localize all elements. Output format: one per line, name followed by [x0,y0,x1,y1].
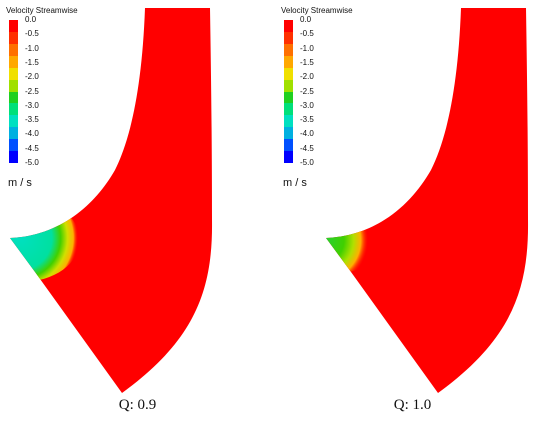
colorbar-tick-label: -3.0 [25,100,39,110]
colorbar-title: Velocity Streamwise [281,6,353,15]
colorbar-swatch [9,139,18,152]
contour-panel-q09: Velocity Streamwise m / s Q: 0.9 0.0 -0.5… [6,6,213,413]
reverse-flow-region [326,206,383,274]
colorbar-tick-label: -1.0 [25,43,39,53]
colorbar-tick-label: -1.0 [300,43,314,53]
flow-domain [10,8,213,393]
colorbar [284,20,293,164]
colorbar-tick-label: -4.0 [300,129,314,139]
colorbar-tick-label: -2.0 [25,72,39,82]
colorbar-swatch [9,20,18,32]
colorbar-swatch [9,67,18,80]
colorbar-swatch [284,139,293,152]
colorbar-swatch [284,31,293,44]
colorbar-tick-label: 0.0 [300,15,312,24]
colorbar-tick-label: -3.5 [25,115,39,125]
velocity-contour-plot [326,8,529,393]
colorbar-tick-label: -3.5 [300,115,314,125]
colorbar-tick-label: -3.0 [300,100,314,110]
colorbar-swatch [9,91,18,104]
colorbar-tick-label: -0.5 [25,29,39,39]
colorbar [9,20,18,164]
colorbar-swatch [284,127,293,140]
colorbar-swatch [284,43,293,56]
colorbar-swatch [9,103,18,116]
colorbar-units: m / s [8,177,32,189]
colorbar-swatch [9,79,18,92]
flow-domain [326,8,529,393]
flow-rate-caption: Q: 1.0 [393,397,432,413]
colorbar-tick-label: 0.0 [25,15,37,24]
colorbar-tick-label: -4.0 [25,129,39,139]
colorbar-swatch [284,20,293,32]
colorbar-tick-label: -2.5 [300,86,314,96]
flow-rate-caption: Q: 0.9 [118,397,157,413]
colorbar-tick-label: -0.5 [300,29,314,39]
colorbar-swatch [9,43,18,56]
colorbar-tick-label: -2.5 [25,86,39,96]
colorbar-swatch [9,55,18,68]
colorbar-swatch [284,103,293,116]
colorbar-swatch [9,115,18,128]
contour-panel-q10: Velocity Streamwise m / s Q: 1.0 0.0 -0.5… [275,0,550,423]
colorbar-units: m / s [283,177,307,189]
colorbar-tick-label: -4.5 [300,143,314,153]
colorbar-tick-label: -5.0 [300,158,314,167]
colorbar-tick-label: -5.0 [25,158,39,167]
colorbar-tick-label: -2.0 [300,72,314,82]
colorbar-tick-label: -4.5 [25,143,39,153]
colorbar-swatch [284,55,293,68]
colorbar-tick-label: -1.5 [300,57,314,67]
colorbar-swatch [9,127,18,140]
velocity-contour-plot [10,8,213,393]
colorbar-tick-label: -1.5 [25,57,39,67]
colorbar-swatch [284,67,293,80]
colorbar-title: Velocity Streamwise [6,6,78,15]
colorbar-swatch [284,115,293,128]
colorbar-swatch [284,79,293,92]
colorbar-swatch [284,91,293,104]
colorbar-swatch [9,151,18,164]
colorbar-swatch [284,151,293,164]
colorbar-swatch [9,31,18,44]
